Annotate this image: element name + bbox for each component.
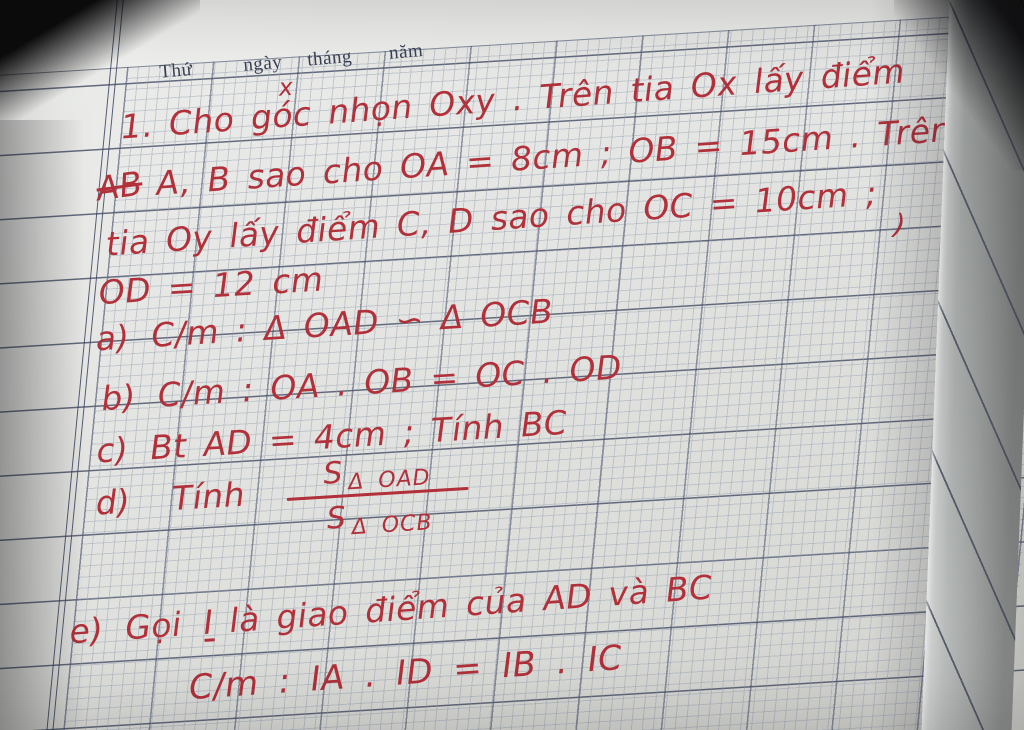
item-d-prefix: Tính bbox=[170, 474, 246, 518]
item-a-label: a) bbox=[94, 317, 131, 359]
item-e-point-I: I bbox=[201, 602, 215, 642]
denominator-subscript: Δ OCB bbox=[351, 510, 434, 541]
numerator-subscript: Δ OAD bbox=[347, 465, 432, 496]
item-d-label: d) bbox=[94, 481, 132, 523]
header-month-label: tháng bbox=[306, 45, 353, 71]
numerator-s: S bbox=[322, 455, 344, 492]
header-weekday-label: Thứ bbox=[158, 59, 194, 83]
denominator-s: S bbox=[325, 500, 348, 537]
problem-number: 1. bbox=[119, 105, 155, 147]
item-e-label: e) bbox=[68, 610, 105, 652]
item-e-goi: Gọi bbox=[123, 604, 183, 648]
item-b-label: b) bbox=[100, 377, 138, 419]
crossed-out-text: AB bbox=[93, 163, 145, 209]
item-c-label: c) bbox=[95, 429, 130, 471]
header-year-label: năm bbox=[388, 40, 424, 64]
